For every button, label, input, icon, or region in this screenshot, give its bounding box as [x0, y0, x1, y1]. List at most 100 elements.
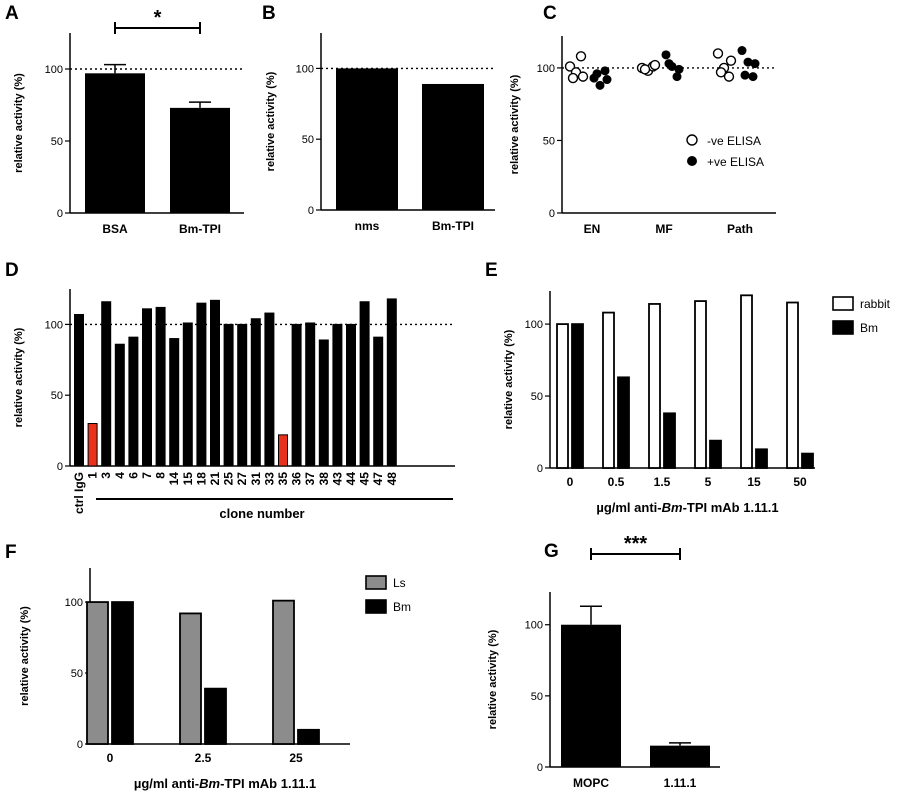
- x-tick-label-f: 2.5: [195, 751, 212, 765]
- legend-label-e: rabbit: [860, 297, 891, 311]
- x-tick-label-d: 18: [194, 472, 208, 486]
- bar-f-ls: [272, 599, 295, 745]
- point-open-c: [649, 59, 661, 71]
- bar-f-bm: [297, 728, 320, 745]
- point-open-c: [712, 48, 724, 59]
- bar-g: [561, 624, 621, 767]
- point-filled-c: [661, 50, 671, 60]
- point-filled-c: [664, 59, 674, 69]
- x-tick-label-d: 7: [140, 472, 154, 479]
- y-tick-label-g: 50: [531, 691, 543, 703]
- y-tick-label-b: 50: [302, 134, 314, 146]
- bar-d: [223, 323, 234, 467]
- x-tick-label-g: MOPC: [573, 776, 609, 790]
- panel-label-e: E: [485, 260, 498, 281]
- x-tick-label-c: Path: [727, 222, 753, 236]
- bar-e-rabbit: [694, 300, 707, 469]
- x-axis-label-f: µg/ml anti-Bm-TPI mAb 1.11.1: [134, 776, 316, 791]
- panel-label-c: C: [543, 3, 557, 24]
- bar-f-bm: [111, 601, 134, 745]
- y-tick-label-a: 100: [45, 64, 63, 76]
- bar-d: [196, 302, 207, 467]
- x-axis-label-part-f: -TPI mAb 1.11.1: [220, 776, 316, 791]
- point-filled-c: [748, 72, 758, 82]
- x-tick-label-d: 15: [181, 472, 195, 486]
- point-filled-c: [750, 59, 760, 69]
- bar-e-rabbit: [556, 323, 569, 469]
- point-open-c: [577, 71, 589, 82]
- point-filled-c: [672, 72, 682, 82]
- panel-label-f: F: [5, 542, 17, 563]
- bar-e-rabbit: [740, 294, 753, 469]
- x-tick-label-d: 31: [249, 472, 263, 486]
- x-tick-label-g: 1.11.1: [664, 776, 697, 790]
- x-tick-label-d: 44: [344, 472, 358, 486]
- x-tick-label-d: 48: [385, 472, 399, 486]
- y-tick-label-f: 50: [71, 668, 83, 680]
- legend-label-e: Bm: [860, 321, 878, 335]
- legend-marker-filled-c: [687, 156, 697, 166]
- bar-b: [422, 83, 484, 210]
- x-tick-label-f: 0: [107, 751, 114, 765]
- bar-e-bm: [617, 376, 630, 469]
- bar-e-bm: [571, 323, 584, 469]
- y-axis-label-a: relative activity (%): [13, 73, 25, 173]
- point-filled-c: [595, 80, 605, 90]
- bar-d: [155, 306, 166, 467]
- x-axis-label-part-f: µg/ml anti-: [134, 776, 199, 791]
- legend-label-c: -ve ELISA: [707, 134, 761, 148]
- x-tick-label-d: 14: [167, 472, 181, 486]
- point-filled-c: [743, 57, 753, 67]
- y-tick-label-g: 0: [537, 762, 543, 774]
- panel-label-d: D: [5, 260, 19, 281]
- y-axis-label-f: relative activity (%): [19, 606, 31, 706]
- x-tick-label-e: 15: [747, 475, 761, 489]
- y-tick-label-a: 0: [57, 208, 63, 220]
- legend-swatch-f: [365, 599, 387, 614]
- x-tick-label-d: 47: [371, 472, 385, 486]
- point-open-c: [575, 51, 587, 62]
- y-tick-label-a: 50: [51, 136, 63, 148]
- y-axis-label-b: relative activity (%): [265, 71, 277, 171]
- x-tick-label-d: 37: [303, 472, 317, 486]
- x-tick-label-d: 36: [290, 472, 304, 486]
- bar-d: [291, 323, 302, 467]
- x-tick-label-c: EN: [584, 222, 601, 236]
- legend-label-c: +ve ELISA: [707, 155, 764, 169]
- bar-d: [169, 338, 180, 467]
- bar-d: [237, 323, 248, 467]
- point-filled-c: [674, 64, 684, 74]
- bar-d: [101, 301, 112, 467]
- y-tick-label-d: 100: [45, 319, 63, 331]
- x-tick-label-e: 0: [567, 475, 574, 489]
- point-open-c: [715, 67, 727, 78]
- y-tick-label-b: 0: [308, 205, 314, 217]
- y-tick-label-e: 0: [537, 463, 543, 475]
- x-tick-label-a: Bm-TPI: [179, 222, 221, 236]
- legend-swatch-f: [365, 575, 387, 590]
- x-tick-label-d: ctrl IgG: [72, 472, 86, 514]
- point-filled-c: [740, 70, 750, 80]
- y-tick-label-c: 50: [543, 135, 555, 147]
- x-tick-label-b: nms: [355, 219, 380, 233]
- bar-d: [305, 322, 316, 467]
- x-tick-label-b: Bm-TPI: [432, 219, 474, 233]
- x-tick-label-d: 21: [208, 472, 222, 486]
- point-filled-c: [737, 46, 747, 56]
- x-tick-label-c: MF: [655, 222, 672, 236]
- x-tick-label-e: 50: [793, 475, 807, 489]
- x-tick-label-a: BSA: [102, 222, 128, 236]
- bar-d: [359, 301, 370, 467]
- bar-e-bm: [801, 452, 814, 469]
- bar-d: [264, 312, 275, 467]
- y-tick-label-g: 100: [525, 620, 543, 632]
- y-axis-label-g: relative activity (%): [487, 629, 499, 729]
- bar-f-ls: [179, 612, 202, 745]
- bar-a: [170, 107, 230, 213]
- bar-d: [142, 308, 152, 467]
- x-tick-label-e: 0.5: [608, 475, 625, 489]
- x-tick-label-d: 27: [235, 472, 249, 486]
- x-tick-label-d: 6: [126, 472, 140, 479]
- bar-highlight-d: [278, 434, 288, 467]
